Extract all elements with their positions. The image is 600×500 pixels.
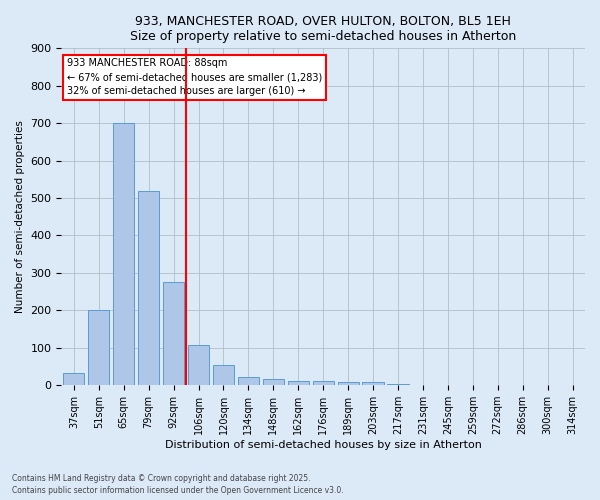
Bar bbox=[163, 282, 184, 385]
Text: Contains HM Land Registry data © Crown copyright and database right 2025.
Contai: Contains HM Land Registry data © Crown c… bbox=[12, 474, 344, 495]
Bar bbox=[313, 380, 334, 385]
X-axis label: Distribution of semi-detached houses by size in Atherton: Distribution of semi-detached houses by … bbox=[165, 440, 482, 450]
Bar bbox=[188, 345, 209, 385]
Y-axis label: Number of semi-detached properties: Number of semi-detached properties bbox=[15, 120, 25, 313]
Bar bbox=[88, 310, 109, 385]
Title: 933, MANCHESTER ROAD, OVER HULTON, BOLTON, BL5 1EH
Size of property relative to : 933, MANCHESTER ROAD, OVER HULTON, BOLTO… bbox=[130, 15, 517, 43]
Bar bbox=[63, 373, 85, 385]
Text: 933 MANCHESTER ROAD: 88sqm
← 67% of semi-detached houses are smaller (1,283)
32%: 933 MANCHESTER ROAD: 88sqm ← 67% of semi… bbox=[67, 58, 322, 96]
Bar bbox=[263, 379, 284, 385]
Bar bbox=[238, 377, 259, 385]
Bar bbox=[213, 364, 234, 385]
Bar bbox=[113, 123, 134, 385]
Bar bbox=[338, 382, 359, 385]
Bar bbox=[388, 384, 409, 385]
Bar bbox=[362, 382, 383, 385]
Bar bbox=[138, 190, 159, 385]
Bar bbox=[287, 380, 309, 385]
